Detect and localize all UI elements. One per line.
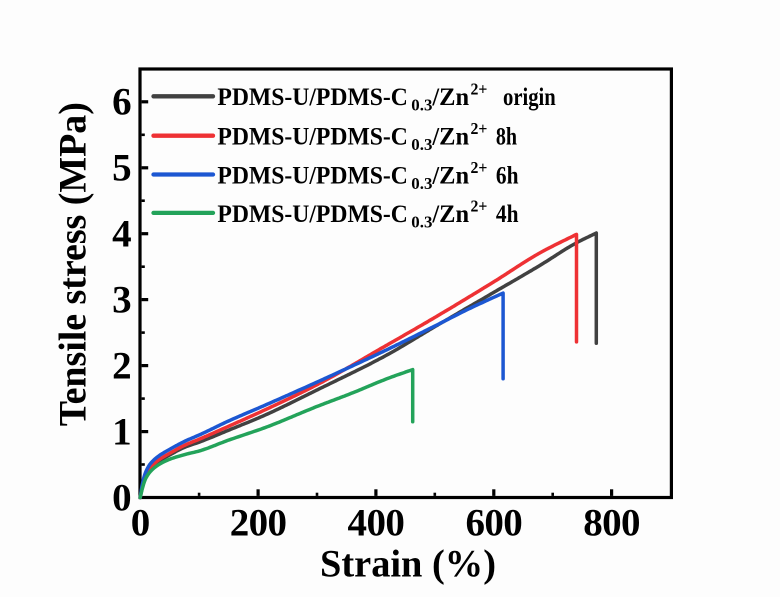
svg-text:Tensile stress (MPa): Tensile stress (MPa) bbox=[51, 102, 94, 426]
svg-text:0.3: 0.3 bbox=[411, 96, 432, 115]
svg-text:PDMS-U/PDMS-C: PDMS-U/PDMS-C bbox=[217, 201, 408, 228]
svg-text:PDMS-U/PDMS-C: PDMS-U/PDMS-C bbox=[217, 84, 408, 111]
svg-text:/Zn: /Zn bbox=[431, 124, 469, 151]
svg-text:600: 600 bbox=[465, 502, 522, 545]
svg-text:2+: 2+ bbox=[471, 158, 488, 177]
svg-text:2+: 2+ bbox=[471, 196, 488, 215]
svg-text:2: 2 bbox=[112, 344, 131, 387]
svg-text:4h: 4h bbox=[496, 201, 519, 228]
svg-text:1: 1 bbox=[112, 410, 131, 453]
svg-text:origin: origin bbox=[503, 84, 556, 111]
svg-text:4: 4 bbox=[112, 213, 131, 256]
svg-text:/Zn: /Zn bbox=[431, 162, 469, 189]
svg-text:0.3: 0.3 bbox=[411, 135, 432, 154]
svg-text:0.3: 0.3 bbox=[411, 174, 432, 193]
svg-text:2+: 2+ bbox=[471, 119, 488, 138]
svg-text:0: 0 bbox=[131, 502, 150, 545]
svg-text:5: 5 bbox=[112, 147, 131, 190]
svg-text:8h: 8h bbox=[496, 124, 517, 151]
svg-text:800: 800 bbox=[583, 502, 640, 545]
svg-text:0: 0 bbox=[112, 476, 131, 519]
svg-text:PDMS-U/PDMS-C: PDMS-U/PDMS-C bbox=[217, 124, 408, 151]
svg-text:PDMS-U/PDMS-C: PDMS-U/PDMS-C bbox=[217, 162, 408, 189]
svg-text:0.3: 0.3 bbox=[411, 212, 432, 231]
svg-text:3: 3 bbox=[112, 278, 131, 321]
svg-text:6h: 6h bbox=[496, 162, 519, 189]
svg-text:2+: 2+ bbox=[471, 80, 488, 99]
svg-text:Strain (%): Strain (%) bbox=[320, 543, 496, 586]
svg-text:400: 400 bbox=[348, 502, 405, 545]
svg-text:/Zn: /Zn bbox=[431, 201, 469, 228]
svg-text:/Zn: /Zn bbox=[431, 84, 469, 111]
svg-text:6: 6 bbox=[112, 81, 131, 124]
svg-text:200: 200 bbox=[230, 502, 287, 545]
